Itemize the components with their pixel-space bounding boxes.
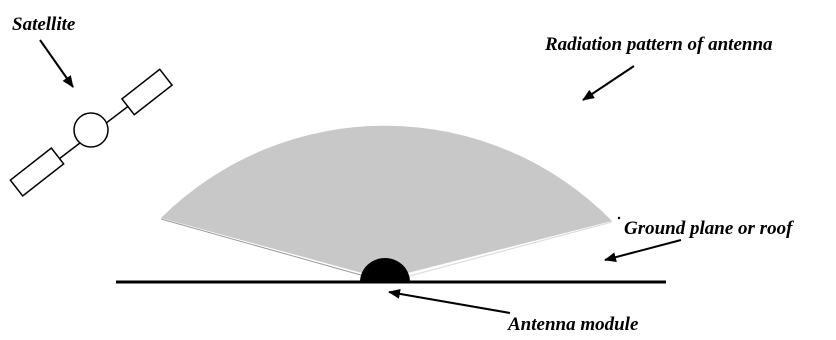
ground-plane-dot: [617, 216, 621, 220]
satellite-icon: [9, 68, 174, 197]
ground-plane-label: Ground plane or roof: [624, 218, 794, 239]
ground-plane-arrow: [604, 239, 682, 263]
antenna-dome-icon: [360, 258, 410, 282]
satellite-label: Satellite: [12, 14, 76, 35]
radiation-pattern-arrow: [582, 65, 635, 101]
radiation-edge-right: [397, 221, 613, 280]
radiation-pattern-label: Radiation pattern of antenna: [544, 34, 773, 55]
satellite-arrow: [39, 39, 74, 88]
radiation-edge-left: [160, 218, 376, 280]
antenna-module-label: Antenna module: [507, 314, 639, 335]
radiation-pattern-shape: [161, 125, 612, 279]
antenna-module-arrow: [388, 288, 511, 314]
